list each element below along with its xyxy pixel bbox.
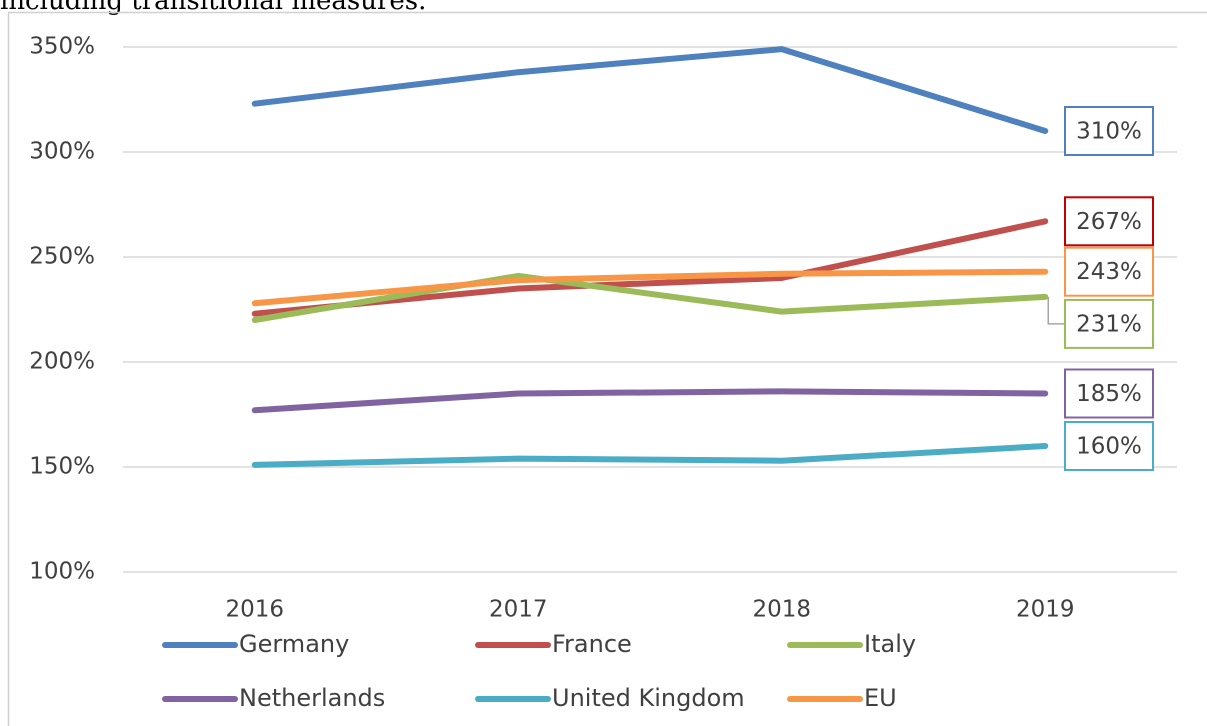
line-series <box>251 388 1049 414</box>
y-tick-label: 300% <box>29 139 95 165</box>
legend-label: Germany <box>239 630 349 658</box>
value-label: 160% <box>1076 434 1142 460</box>
legend-label: France <box>552 630 632 658</box>
x-tick-label: 2016 <box>225 597 284 623</box>
value-label-box <box>1064 106 1154 156</box>
legend-label: EU <box>864 684 897 712</box>
legend-label: Italy <box>864 630 916 658</box>
line-series <box>251 218 1049 317</box>
value-label: 310% <box>1076 119 1142 145</box>
x-tick-label: 2017 <box>489 597 548 623</box>
value-label: 267% <box>1076 209 1142 235</box>
subtitle: including transitional measures. <box>0 0 426 16</box>
line-series <box>251 268 1049 307</box>
value-label: 243% <box>1076 259 1142 285</box>
line-series <box>251 46 1049 134</box>
legend-label: Netherlands <box>239 684 385 712</box>
line-series <box>251 272 1049 323</box>
value-label-box <box>1064 421 1154 471</box>
value-label-box <box>1064 246 1154 297</box>
x-tick-label: 2018 <box>752 597 811 623</box>
value-label-box <box>1064 196 1154 247</box>
y-tick-label: 200% <box>29 349 95 375</box>
value-label-box <box>1064 368 1154 419</box>
y-tick-label: 250% <box>29 244 95 270</box>
value-label: 231% <box>1076 311 1142 337</box>
y-tick-label: 150% <box>29 454 95 480</box>
value-label: 185% <box>1076 381 1142 407</box>
y-tick-label: 350% <box>29 34 95 60</box>
y-tick-label: 100% <box>29 559 95 585</box>
chart-border <box>7 11 1207 726</box>
line-series <box>251 443 1049 468</box>
x-tick-label: 2019 <box>1016 597 1075 623</box>
leader-line <box>1047 296 1065 325</box>
legend-label: United Kingdom <box>552 684 745 712</box>
value-label-box <box>1064 298 1154 349</box>
